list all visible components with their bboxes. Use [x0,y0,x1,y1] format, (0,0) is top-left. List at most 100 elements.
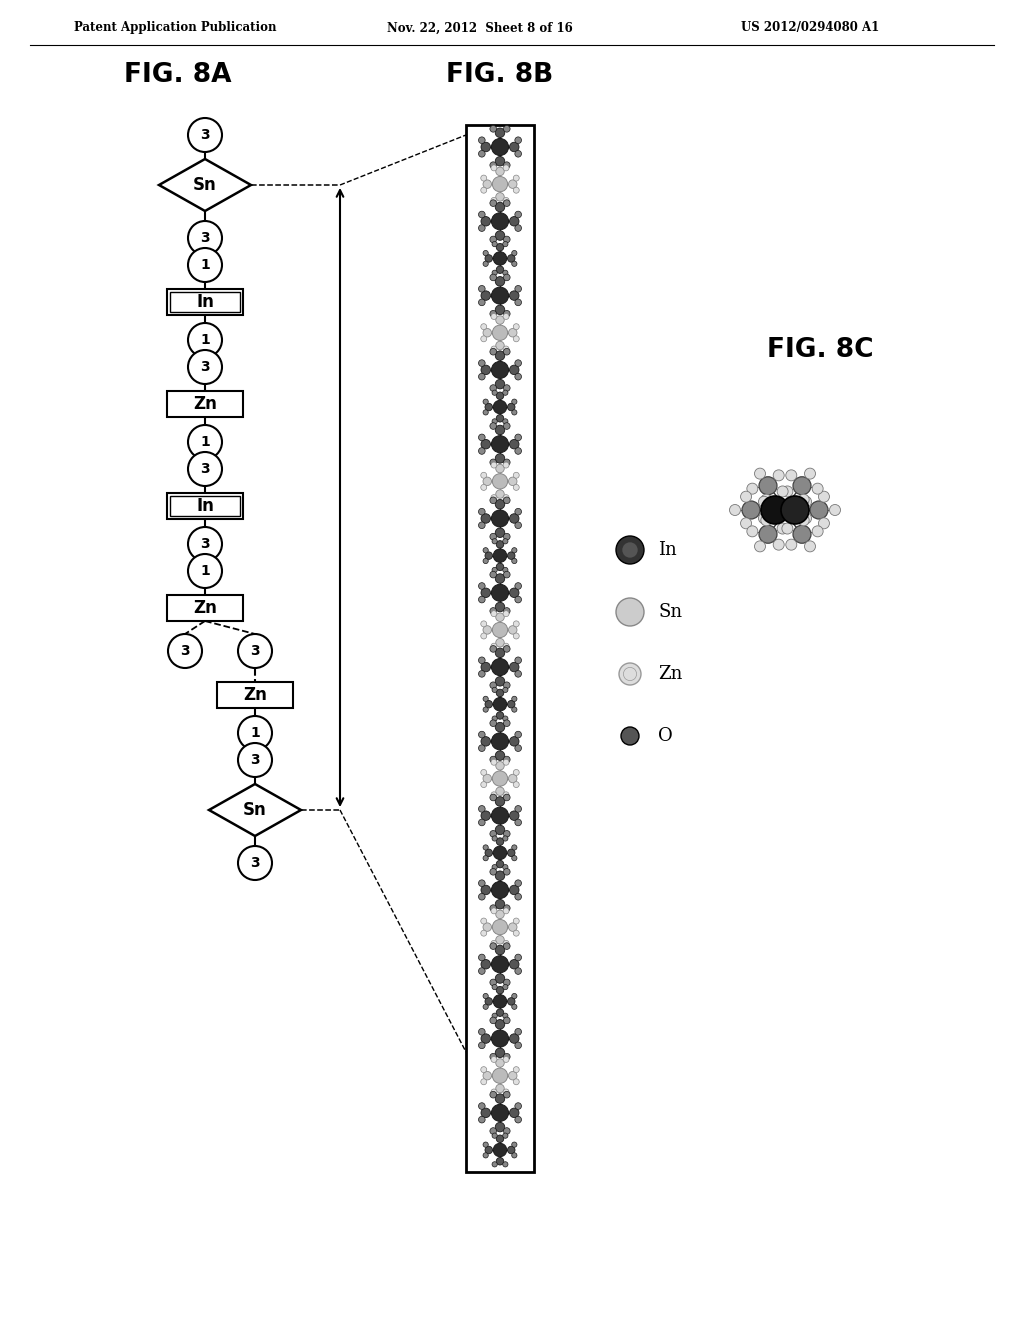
Circle shape [503,568,508,573]
Circle shape [515,434,521,441]
Circle shape [515,360,521,367]
Circle shape [503,1133,508,1138]
Circle shape [481,770,486,775]
Text: 1: 1 [200,333,210,347]
Circle shape [759,496,769,507]
Circle shape [496,379,505,389]
Circle shape [496,454,505,463]
Circle shape [489,1018,497,1024]
Circle shape [496,945,505,954]
Circle shape [512,855,517,861]
Circle shape [512,558,517,564]
Circle shape [515,521,521,528]
Circle shape [515,954,521,961]
Circle shape [496,1019,505,1030]
Circle shape [478,211,485,218]
Circle shape [618,663,641,685]
Circle shape [483,1072,492,1080]
Bar [167,595,243,620]
Circle shape [510,587,519,598]
Circle shape [497,541,504,548]
Circle shape [481,960,490,969]
Circle shape [489,162,497,169]
Circle shape [513,634,519,639]
Circle shape [481,366,490,375]
Circle shape [492,391,498,395]
Circle shape [483,708,488,713]
Circle shape [478,150,485,157]
Circle shape [512,696,517,701]
Circle shape [504,533,510,540]
Circle shape [489,904,497,911]
Circle shape [496,351,505,360]
Circle shape [492,715,498,721]
Circle shape [798,515,809,525]
Circle shape [493,622,508,638]
Circle shape [513,620,519,627]
Text: 3: 3 [200,128,210,143]
Circle shape [497,414,504,422]
Circle shape [782,486,793,496]
Circle shape [504,459,510,466]
Circle shape [504,498,510,504]
Circle shape [496,1122,505,1131]
Text: FIG. 8A: FIG. 8A [124,62,231,88]
Circle shape [496,639,504,647]
Circle shape [493,474,508,488]
Circle shape [742,502,760,519]
Circle shape [513,484,519,491]
Circle shape [496,974,505,983]
Circle shape [515,657,521,664]
Circle shape [478,521,485,528]
Text: 1: 1 [200,436,210,449]
Circle shape [515,1028,521,1035]
Circle shape [504,236,510,243]
Circle shape [481,1107,490,1118]
Circle shape [490,346,497,352]
Circle shape [504,645,510,652]
Circle shape [489,459,497,466]
Text: FIG. 8C: FIG. 8C [767,337,873,363]
Circle shape [515,744,521,751]
Circle shape [478,744,485,751]
Circle shape [496,499,505,510]
Circle shape [483,923,492,932]
Circle shape [773,539,784,550]
Circle shape [489,1092,497,1098]
Circle shape [478,880,485,887]
Text: In: In [196,293,214,312]
Circle shape [504,1053,510,1060]
Circle shape [496,465,504,473]
Circle shape [481,663,490,672]
Circle shape [489,572,497,578]
Circle shape [805,541,815,552]
Polygon shape [159,158,251,211]
Circle shape [616,536,644,564]
Circle shape [773,470,784,480]
Circle shape [503,495,509,500]
Circle shape [512,548,517,553]
Circle shape [481,335,486,342]
Circle shape [492,865,498,870]
Circle shape [494,697,507,711]
Circle shape [508,701,515,708]
Circle shape [504,942,510,949]
Circle shape [801,496,812,507]
Circle shape [515,508,521,515]
Circle shape [746,483,758,494]
Circle shape [483,855,488,861]
Circle shape [490,611,497,616]
Circle shape [496,612,504,622]
Circle shape [515,1117,521,1123]
Circle shape [478,894,485,900]
Circle shape [483,477,492,486]
Circle shape [483,1152,488,1158]
Circle shape [483,1142,488,1147]
Circle shape [515,880,521,887]
Circle shape [238,634,272,668]
Circle shape [513,473,519,478]
Circle shape [481,931,486,936]
Circle shape [504,756,510,763]
Circle shape [492,807,509,824]
Circle shape [485,255,493,263]
